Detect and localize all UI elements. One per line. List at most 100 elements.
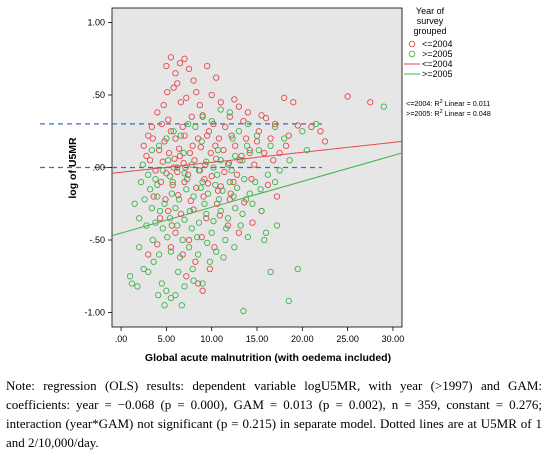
data-point <box>128 280 136 287</box>
data-point <box>204 190 212 197</box>
r2-annotation-le2004: <=2004: R2 Linear = 0.011 <box>406 99 490 108</box>
data-point <box>194 280 202 287</box>
data-point <box>273 222 281 229</box>
data-point <box>244 109 252 116</box>
data-point <box>235 229 243 236</box>
data-point <box>152 219 159 226</box>
data-point <box>281 94 288 102</box>
data-point <box>221 168 228 176</box>
data-point <box>155 146 163 154</box>
data-point <box>161 200 168 207</box>
data-point <box>270 157 277 164</box>
data-point <box>134 283 141 290</box>
data-point <box>264 171 272 178</box>
data-point <box>185 65 193 73</box>
data-point <box>213 155 220 162</box>
data-point <box>207 149 214 157</box>
x-tick-label: 20.00 <box>291 334 314 344</box>
series-ge2005-points <box>126 103 388 315</box>
data-point <box>183 273 190 280</box>
data-point <box>214 146 222 154</box>
data-point <box>224 215 232 222</box>
data-point <box>174 80 181 87</box>
data-point <box>241 175 248 183</box>
data-point <box>246 190 253 197</box>
data-point <box>285 297 292 305</box>
data-point <box>139 161 146 168</box>
data-point <box>214 187 222 194</box>
data-point <box>226 178 233 186</box>
data-point <box>212 142 219 149</box>
data-point <box>155 142 163 149</box>
data-point <box>149 236 156 244</box>
data-point <box>271 120 279 128</box>
data-point <box>228 132 235 139</box>
y-tick-label: 1.00 <box>87 18 105 28</box>
data-point <box>252 178 259 186</box>
data-point <box>232 204 239 212</box>
fit-line-0 <box>111 140 403 174</box>
data-point <box>217 157 224 164</box>
data-point <box>174 168 181 176</box>
data-point <box>228 167 235 174</box>
data-point <box>158 120 165 128</box>
data-point <box>230 178 237 186</box>
data-point <box>145 132 152 139</box>
data-point <box>294 122 301 129</box>
data-point <box>188 225 195 232</box>
data-point <box>145 171 152 178</box>
data-point <box>213 74 220 81</box>
data-point <box>232 142 239 149</box>
data-point <box>163 287 170 294</box>
data-point <box>238 152 245 160</box>
data-point <box>199 178 206 186</box>
data-point <box>205 128 213 135</box>
x-tick-label: 15.00 <box>246 334 269 344</box>
data-point <box>242 135 250 142</box>
legend-title-line1: Year of <box>416 6 445 16</box>
data-point <box>198 233 205 241</box>
data-point <box>232 152 239 160</box>
data-point <box>168 190 175 197</box>
data-point <box>199 113 206 120</box>
data-point <box>176 254 184 261</box>
data-point <box>166 173 174 180</box>
fit-line-1 <box>111 152 403 237</box>
data-point <box>258 112 265 119</box>
legend-title-line2: survey <box>417 16 444 26</box>
data-point <box>152 167 159 174</box>
data-point <box>199 280 206 287</box>
data-point <box>264 181 272 189</box>
data-point <box>148 146 156 154</box>
data-point <box>187 197 194 205</box>
y-tick-label: .50 <box>92 90 105 100</box>
data-point <box>321 138 329 145</box>
scatter-chart: .00 5.00 10.00 15.00 20.00 25.00 30.00 1.00 .50.… <box>40 6 491 364</box>
data-point <box>200 193 207 200</box>
data-point <box>317 128 324 135</box>
data-point <box>230 193 237 200</box>
data-point <box>299 128 306 135</box>
x-tick-label: 10.00 <box>200 334 223 344</box>
data-point <box>159 225 166 232</box>
legend-label: <=2004 <box>422 59 453 69</box>
data-point <box>192 258 199 265</box>
data-point <box>204 239 211 247</box>
data-point <box>181 216 188 223</box>
data-point <box>155 251 163 258</box>
y-axis-label: log of U5MR <box>67 137 79 199</box>
data-point <box>156 215 164 222</box>
data-point <box>217 207 224 215</box>
data-point <box>197 184 204 191</box>
data-point <box>172 135 179 142</box>
data-point <box>181 170 188 177</box>
data-point <box>167 128 175 135</box>
data-point <box>239 210 246 218</box>
data-point <box>271 178 279 186</box>
data-point <box>243 142 251 149</box>
data-point <box>185 236 193 244</box>
data-point <box>172 229 179 236</box>
x-tick-label: .00 <box>115 334 128 344</box>
data-point <box>165 149 173 157</box>
data-point <box>156 207 164 215</box>
